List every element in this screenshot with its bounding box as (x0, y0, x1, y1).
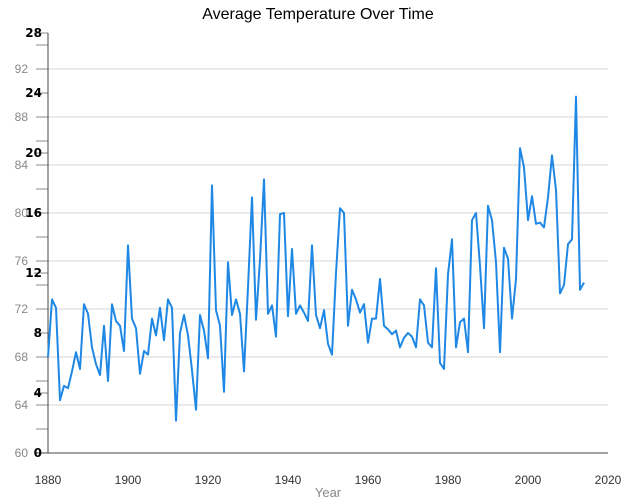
xtick-label: 1880 (35, 473, 62, 487)
ytick-label-c: 4 (34, 386, 42, 400)
xtick-label: 1900 (115, 473, 142, 487)
temperature-series-line (47, 95, 585, 422)
xtick-label: 1980 (435, 473, 462, 487)
ytick-label-f: 76 (15, 254, 29, 268)
tick-labels: 60 64 68 72 76 80 84 88 92 0 4 8 12 16 20 24 28 1880 1900 1… (15, 26, 622, 487)
xtick-label: 2000 (515, 473, 542, 487)
xtick-label: 1960 (355, 473, 382, 487)
xtick-label: 1940 (275, 473, 302, 487)
gridlines (48, 68, 608, 406)
ytick-label-c: 0 (34, 446, 42, 460)
xtick-label: 1920 (195, 473, 222, 487)
chart-title: Average Temperature Over Time (202, 6, 434, 23)
ytick-label-f: 68 (15, 350, 29, 364)
ytick-label-f: 84 (15, 158, 29, 172)
ytick-label-c: 28 (25, 26, 42, 40)
ytick-label-f: 60 (15, 446, 29, 460)
axes (34, 32, 608, 454)
ytick-label-f: 72 (15, 302, 29, 316)
xtick-label: 2020 (595, 473, 622, 487)
ytick-label-c: 24 (25, 86, 42, 100)
ytick-label-f: 64 (15, 398, 29, 412)
x-axis-label: Year (315, 485, 342, 499)
ytick-label-c: 8 (34, 326, 42, 340)
ytick-label-c: 16 (25, 206, 42, 220)
ytick-label-f: 92 (15, 62, 29, 76)
ytick-label-c: 12 (25, 266, 42, 280)
ytick-label-f: 88 (15, 110, 29, 124)
ytick-label-c: 20 (25, 146, 42, 160)
ytick-label-f: 80 (15, 206, 29, 220)
